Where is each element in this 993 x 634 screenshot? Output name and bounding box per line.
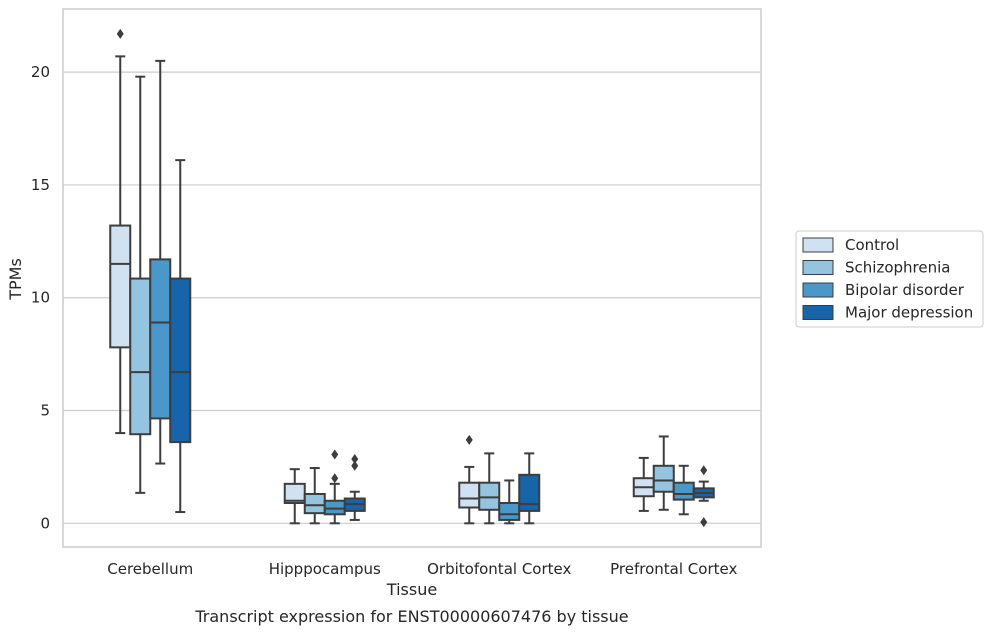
x-axis-title: Tissue	[386, 580, 437, 599]
chart-caption: Transcript expression for ENST0000060747…	[194, 607, 628, 626]
legend-swatch	[802, 282, 834, 298]
box-bipolar-disorder	[323, 449, 346, 525]
box-iqr	[303, 492, 326, 515]
box-bipolar-disorder	[149, 59, 172, 465]
plot-frame	[62, 8, 762, 548]
box-iqr	[169, 277, 192, 444]
box-iqr	[109, 224, 132, 349]
box-iqr	[518, 473, 541, 512]
box-control	[458, 434, 481, 525]
box-major-depression	[518, 452, 541, 525]
box-major-depression	[692, 465, 715, 528]
box-iqr	[478, 481, 501, 511]
box-iqr	[498, 502, 521, 521]
outlier-point	[331, 449, 339, 460]
x-tick-label: Cerebellum	[107, 560, 193, 578]
legend-label: Bipolar disorder	[845, 281, 965, 299]
x-tick-label: Prefrontal Cortex	[610, 560, 737, 578]
y-axis-ticks: 0 5 10 15 20	[31, 63, 50, 532]
box-schizophrenia	[478, 452, 501, 525]
y-tick-label: 0	[40, 514, 50, 532]
outlier-point	[351, 460, 359, 471]
box-control	[632, 456, 655, 512]
boxes	[109, 28, 715, 528]
box-control	[109, 28, 132, 435]
outlier-point	[331, 473, 339, 484]
box-major-depression	[343, 454, 366, 521]
box-schizophrenia	[129, 75, 152, 494]
legend-swatch	[802, 237, 834, 253]
box-iqr	[458, 481, 481, 509]
y-tick-label: 5	[40, 402, 50, 420]
y-tick-label: 10	[31, 289, 50, 307]
box-bipolar-disorder	[672, 464, 695, 516]
legend-swatch	[802, 260, 834, 275]
box-schizophrenia	[652, 435, 675, 511]
legend-label: Major depression	[845, 304, 973, 322]
x-tick-label: Hipppocampus	[269, 560, 381, 578]
box-control	[283, 468, 306, 525]
outlier-point	[465, 434, 473, 445]
y-tick-label: 20	[31, 63, 50, 81]
outlier-point	[351, 454, 359, 465]
legend-label: Schizophrenia	[845, 259, 950, 277]
outlier-point	[700, 465, 708, 476]
legend-frame	[795, 230, 984, 328]
box-iqr	[672, 481, 695, 501]
legend-label: Control	[845, 236, 899, 254]
box-major-depression	[169, 159, 192, 514]
x-axis-ticks: Cerebellum Hipppocampus Orbitofontal Corte…	[107, 560, 737, 578]
y-tick-label: 15	[31, 176, 50, 194]
box-schizophrenia	[303, 467, 326, 525]
box-iqr	[323, 499, 346, 516]
outlier-point	[116, 28, 124, 39]
box-iqr	[652, 464, 675, 493]
legend-swatch	[802, 305, 834, 320]
outlier-point	[700, 517, 708, 528]
box-iqr	[149, 258, 172, 420]
box-bipolar-disorder	[498, 479, 521, 525]
box-iqr	[129, 277, 152, 436]
y-axis-title: TPMs	[6, 258, 25, 301]
legend: Control Schizophrenia Bipolar disorder Majo…	[795, 230, 984, 328]
x-tick-label: Orbitofontal Cortex	[427, 560, 571, 578]
